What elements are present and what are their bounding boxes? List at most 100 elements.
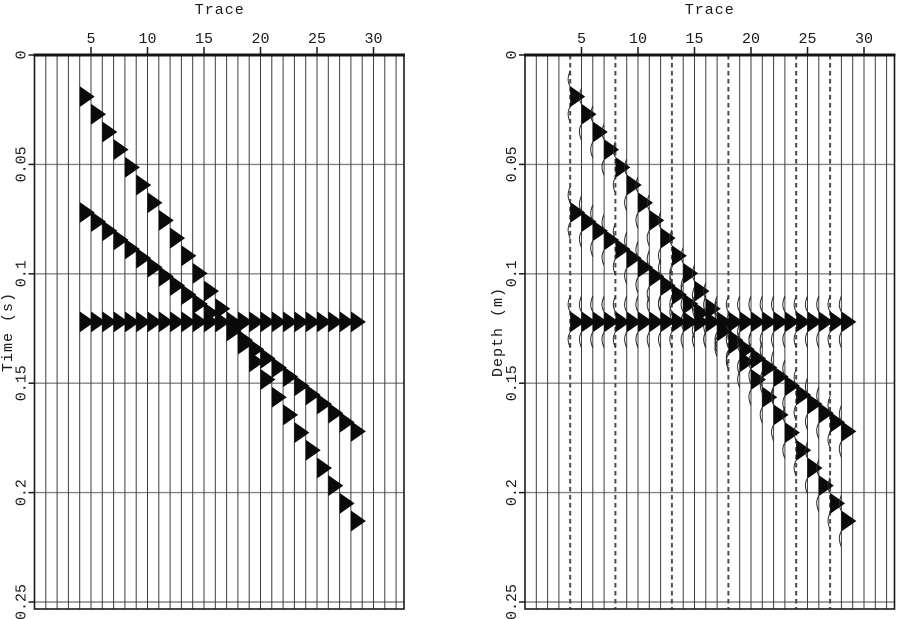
x-tick-label: 5	[577, 31, 586, 48]
y-tick-label: 0.1	[14, 260, 31, 287]
wiggle-peak	[604, 311, 620, 333]
wiggle-peak	[124, 238, 140, 260]
y-tick-label: 0.05	[504, 146, 521, 182]
wiggle-peak	[181, 284, 197, 306]
wiggle-peak	[305, 384, 321, 406]
panel-right: 0 0.05 0.1 0.15 0.2 0.25 5 10 15 20 25 30	[504, 31, 896, 619]
noise-wiggle	[590, 295, 594, 349]
wiggle-peak	[136, 174, 152, 196]
wiggle-peak	[79, 311, 95, 333]
noise-wiggle	[567, 70, 571, 123]
wiggle-peak	[294, 422, 310, 444]
wiggle-peak	[339, 311, 355, 333]
wiggle-peak	[784, 311, 800, 333]
wiggle-peak	[615, 238, 631, 260]
wiggle-peak	[570, 86, 586, 108]
noise-wiggle	[804, 441, 808, 495]
wiggle-peak	[762, 386, 778, 408]
noise-wiggle	[601, 123, 605, 176]
x-tick-label: 5	[86, 31, 95, 48]
wiggle-peak	[671, 284, 687, 306]
wiggle-peak	[592, 220, 608, 242]
noise-wiggle	[646, 250, 650, 303]
noise-wiggle	[759, 371, 763, 424]
noise-wiggle	[771, 295, 775, 349]
wiggle-peak	[136, 247, 152, 269]
wiggle-peak	[615, 156, 631, 178]
wiggle-peak	[124, 311, 140, 333]
wiggle-peak	[170, 311, 186, 333]
wiggle-peak	[717, 311, 733, 333]
x-tick-label: 30	[855, 31, 873, 48]
wiggle-peak	[215, 311, 231, 333]
wiggle-peak	[147, 192, 163, 214]
noise-wiggle	[771, 388, 775, 442]
wiggle-peak	[638, 311, 653, 333]
y-tick-label: 0.15	[504, 365, 521, 401]
wiggle-peak	[294, 375, 310, 397]
noise-wiggle	[590, 204, 594, 257]
wiggle-peak	[615, 311, 631, 333]
wiggle-peak	[271, 357, 287, 379]
wiggle-peak	[784, 422, 800, 444]
wiggle-peak	[91, 103, 106, 125]
noise-wiggle	[714, 300, 718, 353]
wiggle-peak	[773, 366, 789, 388]
wiggle-peak	[260, 311, 276, 333]
wiggle-peak	[694, 311, 710, 333]
wiggle-peak	[604, 139, 620, 161]
wiggle-peak	[350, 510, 366, 532]
wiggle-peak	[215, 298, 231, 320]
noise-wiggle	[725, 295, 729, 349]
wiggle-peak	[204, 311, 219, 333]
noise-wiggle	[759, 341, 763, 394]
wiggle-peak	[350, 311, 366, 333]
noise-wiggle	[624, 231, 628, 285]
wiggle-peak	[751, 347, 766, 369]
wiggle-peak	[317, 457, 332, 479]
wiggle-peak	[604, 229, 620, 251]
wiggle-peak	[339, 492, 355, 514]
wiggle-peak	[192, 311, 208, 333]
noise-wiggle	[635, 295, 639, 349]
x-tick-label: 20	[251, 31, 269, 48]
x-tick-label: 10	[629, 31, 647, 48]
wiggle-peak	[581, 103, 597, 125]
wiggle-peak	[249, 338, 265, 360]
noise-wiggle	[793, 295, 797, 349]
wiggle-peak	[260, 347, 276, 369]
noise-wiggle	[838, 405, 842, 458]
y-tick-label: 0	[14, 50, 31, 59]
wiggle-peak	[705, 311, 721, 333]
noise-wiggle	[658, 295, 662, 349]
wiggle-peak	[113, 311, 129, 333]
noise-wiggle	[624, 158, 628, 212]
noise-wiggle	[816, 459, 820, 512]
x-tick-label: 25	[798, 31, 816, 48]
wiggle-peak	[237, 329, 253, 351]
noise-wiggle	[827, 477, 831, 530]
wiggle-peak	[694, 280, 710, 302]
x-tick-label: 10	[138, 31, 156, 48]
noise-wiggle	[590, 105, 594, 159]
wiggle-peak	[305, 311, 321, 333]
noise-wiggle	[567, 186, 571, 239]
noise-wiggle	[646, 194, 650, 247]
wiggle-peak	[136, 311, 152, 333]
noise-wiggle	[804, 295, 808, 349]
wiggle-peak	[660, 311, 676, 333]
wiggle-peak	[796, 384, 812, 406]
wiggle-peak	[158, 209, 174, 231]
right-panel-y-axis-title: Depth (m)	[490, 287, 507, 377]
noise-wiggle	[782, 359, 786, 412]
noise-wiggle	[793, 424, 797, 477]
noise-wiggle	[669, 295, 673, 349]
wiggle-peak	[328, 475, 344, 497]
y-tick-label: 0	[504, 50, 521, 59]
wiggle-peak	[739, 338, 755, 360]
wiggle-peak	[192, 293, 208, 315]
wiggle-peak	[796, 439, 812, 461]
wiggle-peak	[79, 86, 95, 108]
wiggle-peak	[317, 311, 332, 333]
